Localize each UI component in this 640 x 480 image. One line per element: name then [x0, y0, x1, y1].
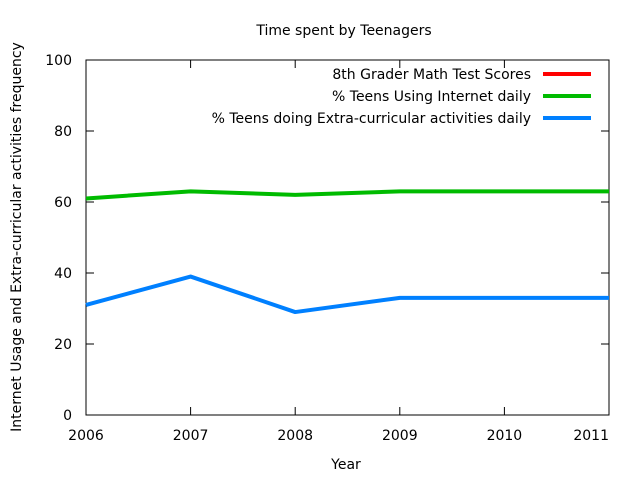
- x-tick-label: 2010: [487, 428, 523, 444]
- legend-label-1: % Teens Using Internet daily: [332, 89, 531, 105]
- series-line-2: [85, 274, 609, 315]
- plot-border: [85, 59, 610, 416]
- x-tick-label: 2009: [382, 428, 418, 444]
- y-tick-label: 60: [54, 195, 72, 211]
- x-axis-title: Year: [330, 457, 361, 473]
- y-tick-label: 40: [54, 266, 72, 282]
- legend-label-0: 8th Grader Math Test Scores: [332, 67, 531, 83]
- legend: 8th Grader Math Test Scores % Teens Using…: [212, 67, 591, 127]
- series-line-1: [85, 189, 609, 201]
- y-tick-label: 80: [54, 124, 72, 140]
- x-tick-label: 2008: [277, 428, 313, 444]
- series-layer: [85, 189, 609, 315]
- y-tick-label: 20: [54, 337, 72, 353]
- x-tick-label: 2011: [573, 428, 609, 444]
- chart-title: Time spent by Teenagers: [255, 23, 431, 39]
- x-tick-label: 2007: [173, 428, 209, 444]
- y-tick-label: 100: [45, 53, 72, 69]
- x-tick-label: 2006: [68, 428, 104, 444]
- legend-label-2: % Teens doing Extra-curricular activitie…: [212, 111, 531, 127]
- y-tick-label: 0: [63, 408, 72, 424]
- y-axis: 0 20 40 60 80 100: [45, 53, 609, 424]
- y-axis-title: Internet Usage and Extra-curricular acti…: [9, 42, 25, 432]
